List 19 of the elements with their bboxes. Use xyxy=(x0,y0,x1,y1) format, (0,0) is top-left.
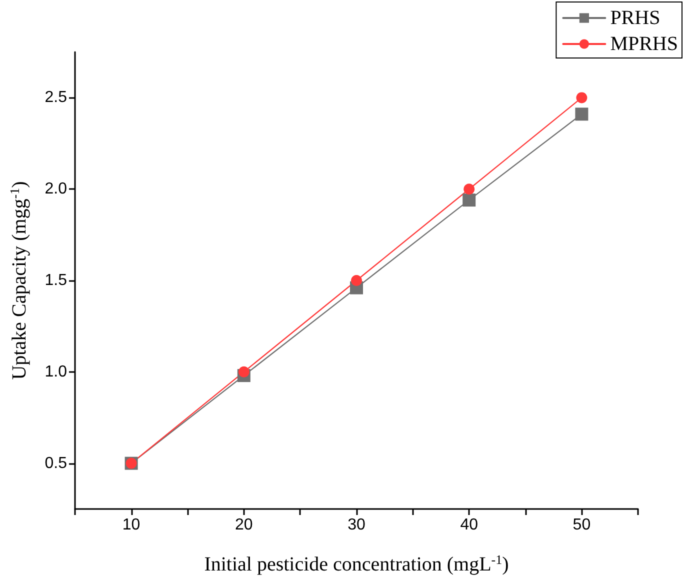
point xyxy=(462,194,476,207)
point xyxy=(575,108,588,121)
y-tick-label: 0.5 xyxy=(44,454,68,472)
y-tick-label: 1.0 xyxy=(44,363,68,380)
x-tick-label: 10 xyxy=(122,516,140,534)
point xyxy=(464,184,475,195)
x-tick-label: 30 xyxy=(348,516,366,534)
y-tick-label: 1.5 xyxy=(44,272,68,289)
y-tick-label: 2.0 xyxy=(44,180,68,198)
x-tick-label: 40 xyxy=(460,516,478,534)
legend-label: PRHS xyxy=(610,7,660,29)
point xyxy=(351,275,362,286)
legend-label: MPRHS xyxy=(610,33,678,55)
point xyxy=(576,92,588,104)
y-tick-label: 2.5 xyxy=(44,89,68,106)
point xyxy=(238,366,250,378)
x-tick-label: 20 xyxy=(235,516,253,534)
y-axis-title: Uptake Capacity (mgg-1) xyxy=(7,181,30,380)
x-tick-label: 50 xyxy=(572,516,591,534)
